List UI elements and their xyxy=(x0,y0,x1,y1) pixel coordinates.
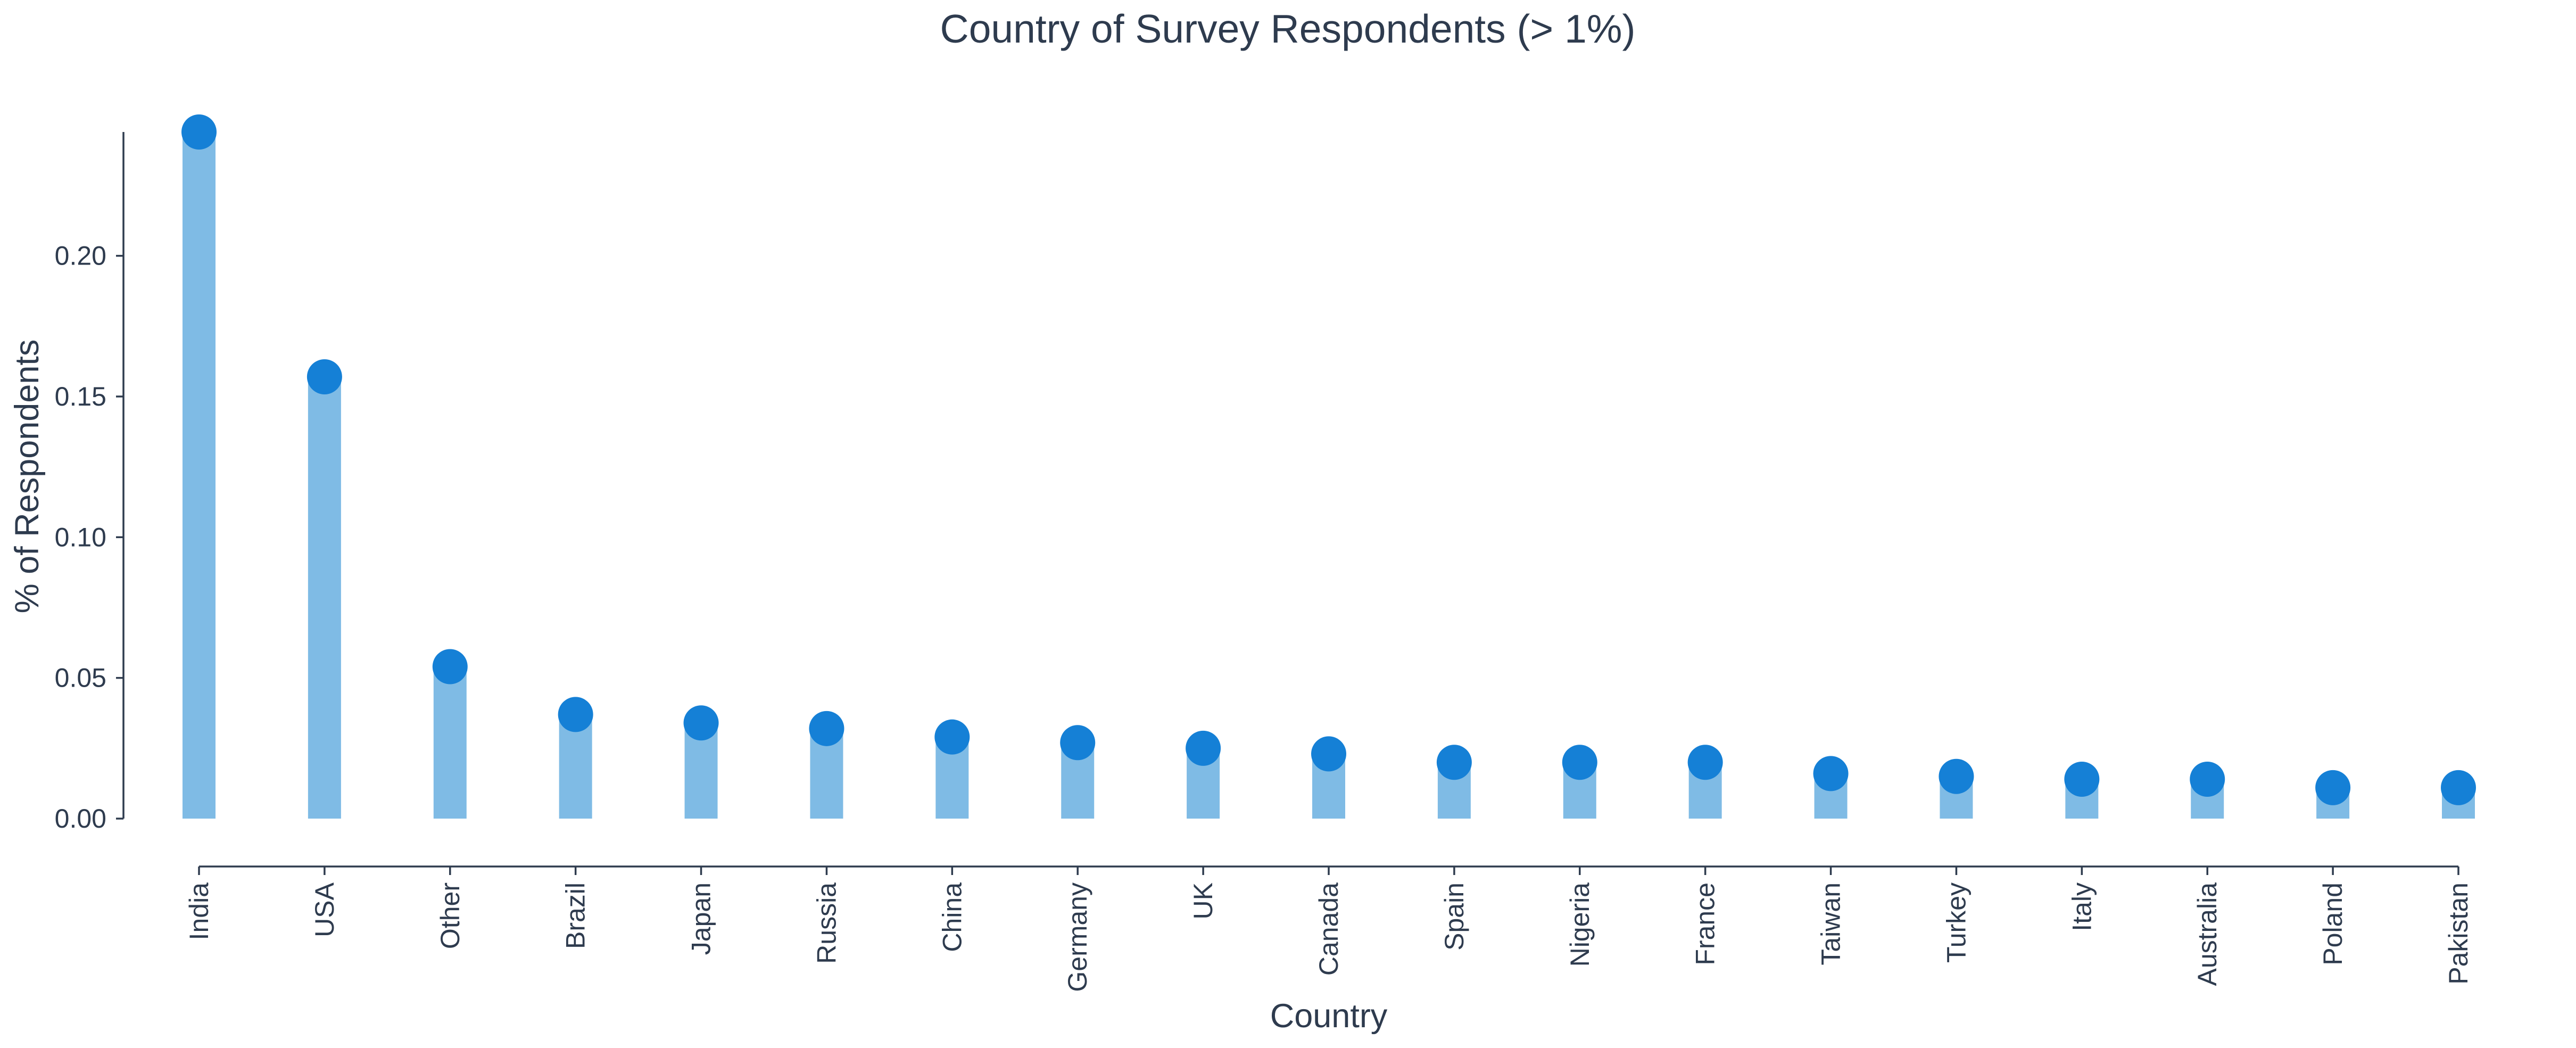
x-tick-label: Taiwan xyxy=(1816,882,1846,966)
marker-taiwan xyxy=(1813,756,1849,791)
x-tick-label: Spain xyxy=(1439,882,1469,951)
bar-series xyxy=(183,132,2475,819)
x-tick-label: Poland xyxy=(2318,882,2348,966)
y-tick-label: 0.15 xyxy=(55,382,106,411)
marker-italy xyxy=(2064,761,2100,797)
y-tick-label: 0.00 xyxy=(55,804,106,834)
bar-other xyxy=(433,666,467,819)
marker-canada xyxy=(1311,736,1346,772)
x-tick-label: Pakistan xyxy=(2444,882,2473,985)
marker-germany xyxy=(1060,725,1096,761)
x-tick-label: Other xyxy=(435,882,465,949)
x-tick-label: Japan xyxy=(686,882,716,955)
marker-usa xyxy=(307,359,342,394)
x-axis-label: Country xyxy=(1270,997,1388,1035)
x-tick-label: Brazil xyxy=(561,882,591,949)
y-axis-ticks: 0.00 0.05 0.10 0.15 0.20 xyxy=(55,241,123,834)
y-tick-label: 0.10 xyxy=(55,522,106,552)
marker-poland xyxy=(2315,770,2351,805)
marker-australia xyxy=(2190,761,2225,797)
x-tick-label: USA xyxy=(310,882,339,937)
bar-usa xyxy=(308,376,341,819)
y-axis-label: % of Respondents xyxy=(9,340,46,614)
y-tick-label: 0.20 xyxy=(55,241,106,271)
x-tick-label: UK xyxy=(1188,882,1218,919)
marker-other xyxy=(432,649,468,684)
x-tick-label: France xyxy=(1691,882,1720,966)
x-tick-label: China xyxy=(937,882,967,952)
marker-series xyxy=(181,114,2476,805)
marker-nigeria xyxy=(1562,745,1597,780)
marker-turkey xyxy=(1939,758,1974,794)
bar-india xyxy=(183,132,216,819)
marker-china xyxy=(934,719,970,755)
x-tick-label: Germany xyxy=(1063,882,1092,992)
x-axis-ticks: India USA Other Brazil Japan Russia China Germa… xyxy=(184,867,2473,992)
marker-uk xyxy=(1186,730,1221,766)
x-tick-label: Australia xyxy=(2192,882,2222,986)
marker-pakistan xyxy=(2441,770,2476,805)
x-tick-label: Nigeria xyxy=(1565,882,1595,967)
x-tick-label: Canada xyxy=(1314,882,1344,976)
marker-japan xyxy=(683,705,719,741)
y-tick-label: 0.05 xyxy=(55,663,106,693)
x-tick-label: India xyxy=(184,882,214,940)
x-tick-label: Turkey xyxy=(1941,882,1971,963)
marker-india xyxy=(181,114,217,150)
x-tick-label: Russia xyxy=(811,882,841,964)
marker-russia xyxy=(809,711,844,746)
marker-spain xyxy=(1436,745,1472,780)
marker-france xyxy=(1687,745,1723,780)
chart-title: Country of Survey Respondents (> 1%) xyxy=(940,6,1636,51)
x-tick-label: Italy xyxy=(2067,882,2097,931)
marker-brazil xyxy=(558,697,593,732)
